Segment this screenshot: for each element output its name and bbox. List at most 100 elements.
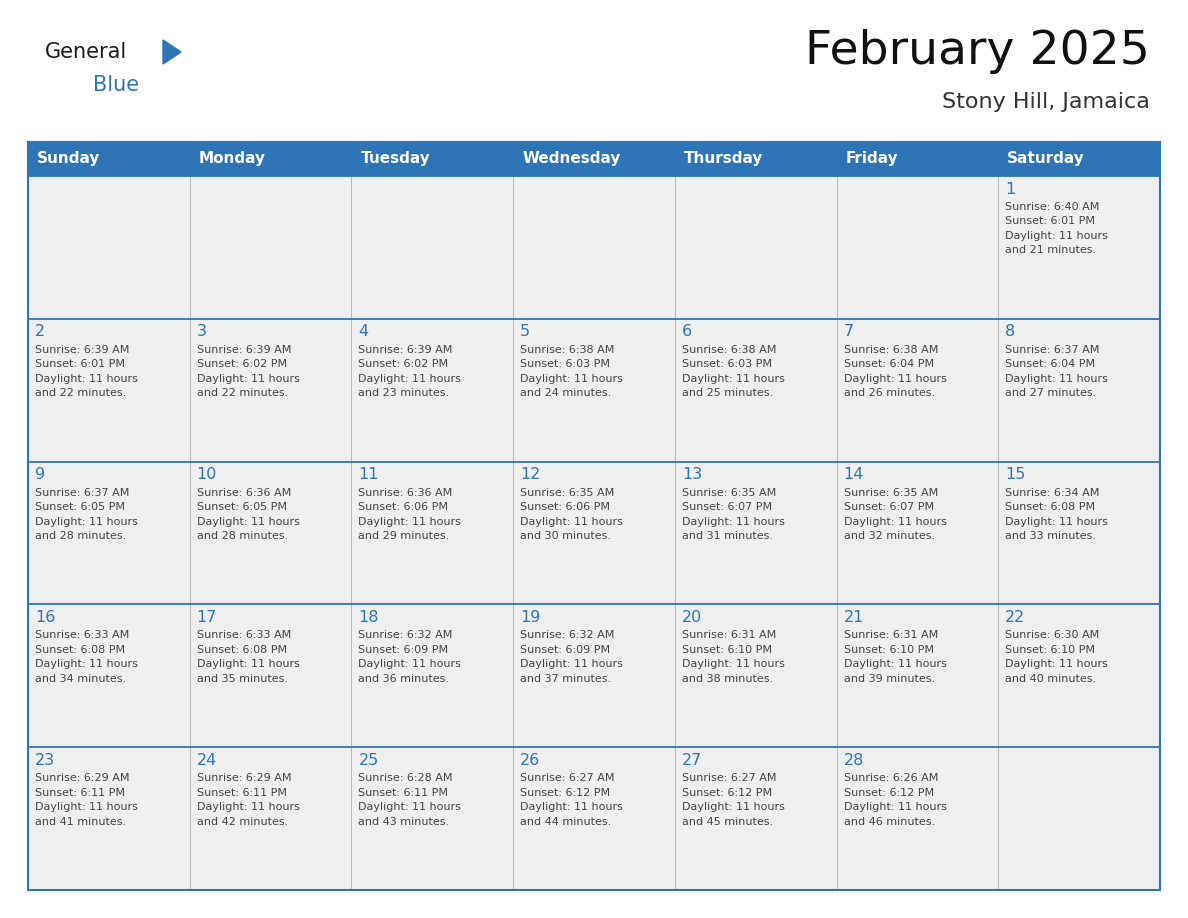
Text: Sunset: 6:01 PM: Sunset: 6:01 PM	[34, 359, 125, 369]
Text: Daylight: 11 hours: Daylight: 11 hours	[843, 517, 947, 527]
Bar	[352, 176, 513, 319]
Text: 8: 8	[1005, 324, 1016, 340]
Text: and 37 minutes.: and 37 minutes.	[520, 674, 612, 684]
Text: Sunset: 6:08 PM: Sunset: 6:08 PM	[197, 645, 286, 655]
Text: Daylight: 11 hours: Daylight: 11 hours	[359, 374, 461, 384]
Text: Sunset: 6:10 PM: Sunset: 6:10 PM	[1005, 645, 1095, 655]
Text: Sunset: 6:01 PM: Sunset: 6:01 PM	[1005, 217, 1095, 227]
Text: Sunset: 6:07 PM: Sunset: 6:07 PM	[682, 502, 772, 512]
Bar	[513, 604, 675, 747]
Text: and 39 minutes.: and 39 minutes.	[843, 674, 935, 684]
Text: Thursday: Thursday	[684, 151, 763, 166]
Text: 10: 10	[197, 467, 217, 482]
Text: Sunrise: 6:28 AM: Sunrise: 6:28 AM	[359, 773, 453, 783]
Text: February 2025: February 2025	[805, 29, 1150, 74]
Text: 1: 1	[1005, 182, 1016, 196]
Bar	[675, 319, 836, 462]
Text: Sunrise: 6:33 AM: Sunrise: 6:33 AM	[197, 631, 291, 641]
Text: Sunset: 6:10 PM: Sunset: 6:10 PM	[843, 645, 934, 655]
Text: Daylight: 11 hours: Daylight: 11 hours	[520, 374, 623, 384]
Bar	[836, 176, 998, 319]
Bar	[352, 747, 513, 890]
Text: Sunrise: 6:33 AM: Sunrise: 6:33 AM	[34, 631, 129, 641]
Text: 3: 3	[197, 324, 207, 340]
Text: Sunrise: 6:32 AM: Sunrise: 6:32 AM	[359, 631, 453, 641]
Text: Sunrise: 6:35 AM: Sunrise: 6:35 AM	[520, 487, 614, 498]
Text: Saturday: Saturday	[1007, 151, 1085, 166]
Text: and 26 minutes.: and 26 minutes.	[843, 388, 935, 398]
Text: Sunset: 6:06 PM: Sunset: 6:06 PM	[359, 502, 448, 512]
Text: Daylight: 11 hours: Daylight: 11 hours	[1005, 517, 1108, 527]
Text: Sunrise: 6:38 AM: Sunrise: 6:38 AM	[520, 345, 614, 354]
Text: 14: 14	[843, 467, 864, 482]
Text: Friday: Friday	[846, 151, 898, 166]
Text: and 41 minutes.: and 41 minutes.	[34, 817, 126, 827]
Text: Sunset: 6:07 PM: Sunset: 6:07 PM	[843, 502, 934, 512]
Bar	[675, 604, 836, 747]
Text: and 40 minutes.: and 40 minutes.	[1005, 674, 1097, 684]
Text: Sunrise: 6:39 AM: Sunrise: 6:39 AM	[197, 345, 291, 354]
Text: 5: 5	[520, 324, 530, 340]
Bar	[29, 462, 190, 604]
Bar	[513, 747, 675, 890]
Text: 11: 11	[359, 467, 379, 482]
Text: and 32 minutes.: and 32 minutes.	[843, 532, 935, 541]
Bar	[836, 319, 998, 462]
Text: Sunrise: 6:37 AM: Sunrise: 6:37 AM	[34, 487, 129, 498]
Text: and 25 minutes.: and 25 minutes.	[682, 388, 773, 398]
Text: and 29 minutes.: and 29 minutes.	[359, 532, 450, 541]
Text: 23: 23	[34, 753, 55, 767]
Text: Sunset: 6:08 PM: Sunset: 6:08 PM	[34, 645, 125, 655]
Text: Sunset: 6:12 PM: Sunset: 6:12 PM	[520, 788, 611, 798]
Bar	[513, 462, 675, 604]
Text: Sunrise: 6:29 AM: Sunrise: 6:29 AM	[197, 773, 291, 783]
Text: 6: 6	[682, 324, 691, 340]
Text: 18: 18	[359, 610, 379, 625]
Text: Daylight: 11 hours: Daylight: 11 hours	[843, 659, 947, 669]
Text: Tuesday: Tuesday	[360, 151, 430, 166]
Text: Sunrise: 6:29 AM: Sunrise: 6:29 AM	[34, 773, 129, 783]
Text: Daylight: 11 hours: Daylight: 11 hours	[34, 374, 138, 384]
Text: Daylight: 11 hours: Daylight: 11 hours	[520, 659, 623, 669]
Text: Daylight: 11 hours: Daylight: 11 hours	[682, 374, 785, 384]
Bar	[352, 319, 513, 462]
Text: Sunset: 6:05 PM: Sunset: 6:05 PM	[34, 502, 125, 512]
Bar	[675, 176, 836, 319]
Bar	[998, 176, 1159, 319]
Text: Daylight: 11 hours: Daylight: 11 hours	[197, 374, 299, 384]
Text: Daylight: 11 hours: Daylight: 11 hours	[682, 659, 785, 669]
Bar	[29, 747, 190, 890]
Text: and 38 minutes.: and 38 minutes.	[682, 674, 773, 684]
Text: Sunrise: 6:40 AM: Sunrise: 6:40 AM	[1005, 202, 1100, 212]
Text: Sunset: 6:12 PM: Sunset: 6:12 PM	[843, 788, 934, 798]
Text: Sunrise: 6:39 AM: Sunrise: 6:39 AM	[34, 345, 129, 354]
Text: Sunrise: 6:27 AM: Sunrise: 6:27 AM	[682, 773, 776, 783]
Bar	[29, 176, 190, 319]
Text: and 22 minutes.: and 22 minutes.	[197, 388, 287, 398]
Bar	[836, 604, 998, 747]
Bar	[675, 462, 836, 604]
Text: Daylight: 11 hours: Daylight: 11 hours	[1005, 231, 1108, 241]
Bar	[352, 462, 513, 604]
Text: 21: 21	[843, 610, 864, 625]
Text: Daylight: 11 hours: Daylight: 11 hours	[1005, 659, 1108, 669]
Bar	[190, 747, 352, 890]
Text: and 22 minutes.: and 22 minutes.	[34, 388, 126, 398]
Text: Sunrise: 6:35 AM: Sunrise: 6:35 AM	[682, 487, 776, 498]
Bar	[675, 747, 836, 890]
Text: Sunset: 6:11 PM: Sunset: 6:11 PM	[197, 788, 286, 798]
Text: 25: 25	[359, 753, 379, 767]
Text: Sunrise: 6:31 AM: Sunrise: 6:31 AM	[843, 631, 937, 641]
Text: Daylight: 11 hours: Daylight: 11 hours	[197, 659, 299, 669]
Text: Blue: Blue	[93, 75, 139, 95]
Text: Daylight: 11 hours: Daylight: 11 hours	[34, 517, 138, 527]
Text: Sunday: Sunday	[37, 151, 100, 166]
Text: Daylight: 11 hours: Daylight: 11 hours	[682, 802, 785, 812]
Text: 13: 13	[682, 467, 702, 482]
Text: Sunrise: 6:38 AM: Sunrise: 6:38 AM	[682, 345, 776, 354]
Text: Sunset: 6:02 PM: Sunset: 6:02 PM	[197, 359, 286, 369]
Text: Daylight: 11 hours: Daylight: 11 hours	[197, 517, 299, 527]
Bar	[998, 319, 1159, 462]
Text: Sunrise: 6:39 AM: Sunrise: 6:39 AM	[359, 345, 453, 354]
Text: Daylight: 11 hours: Daylight: 11 hours	[197, 802, 299, 812]
